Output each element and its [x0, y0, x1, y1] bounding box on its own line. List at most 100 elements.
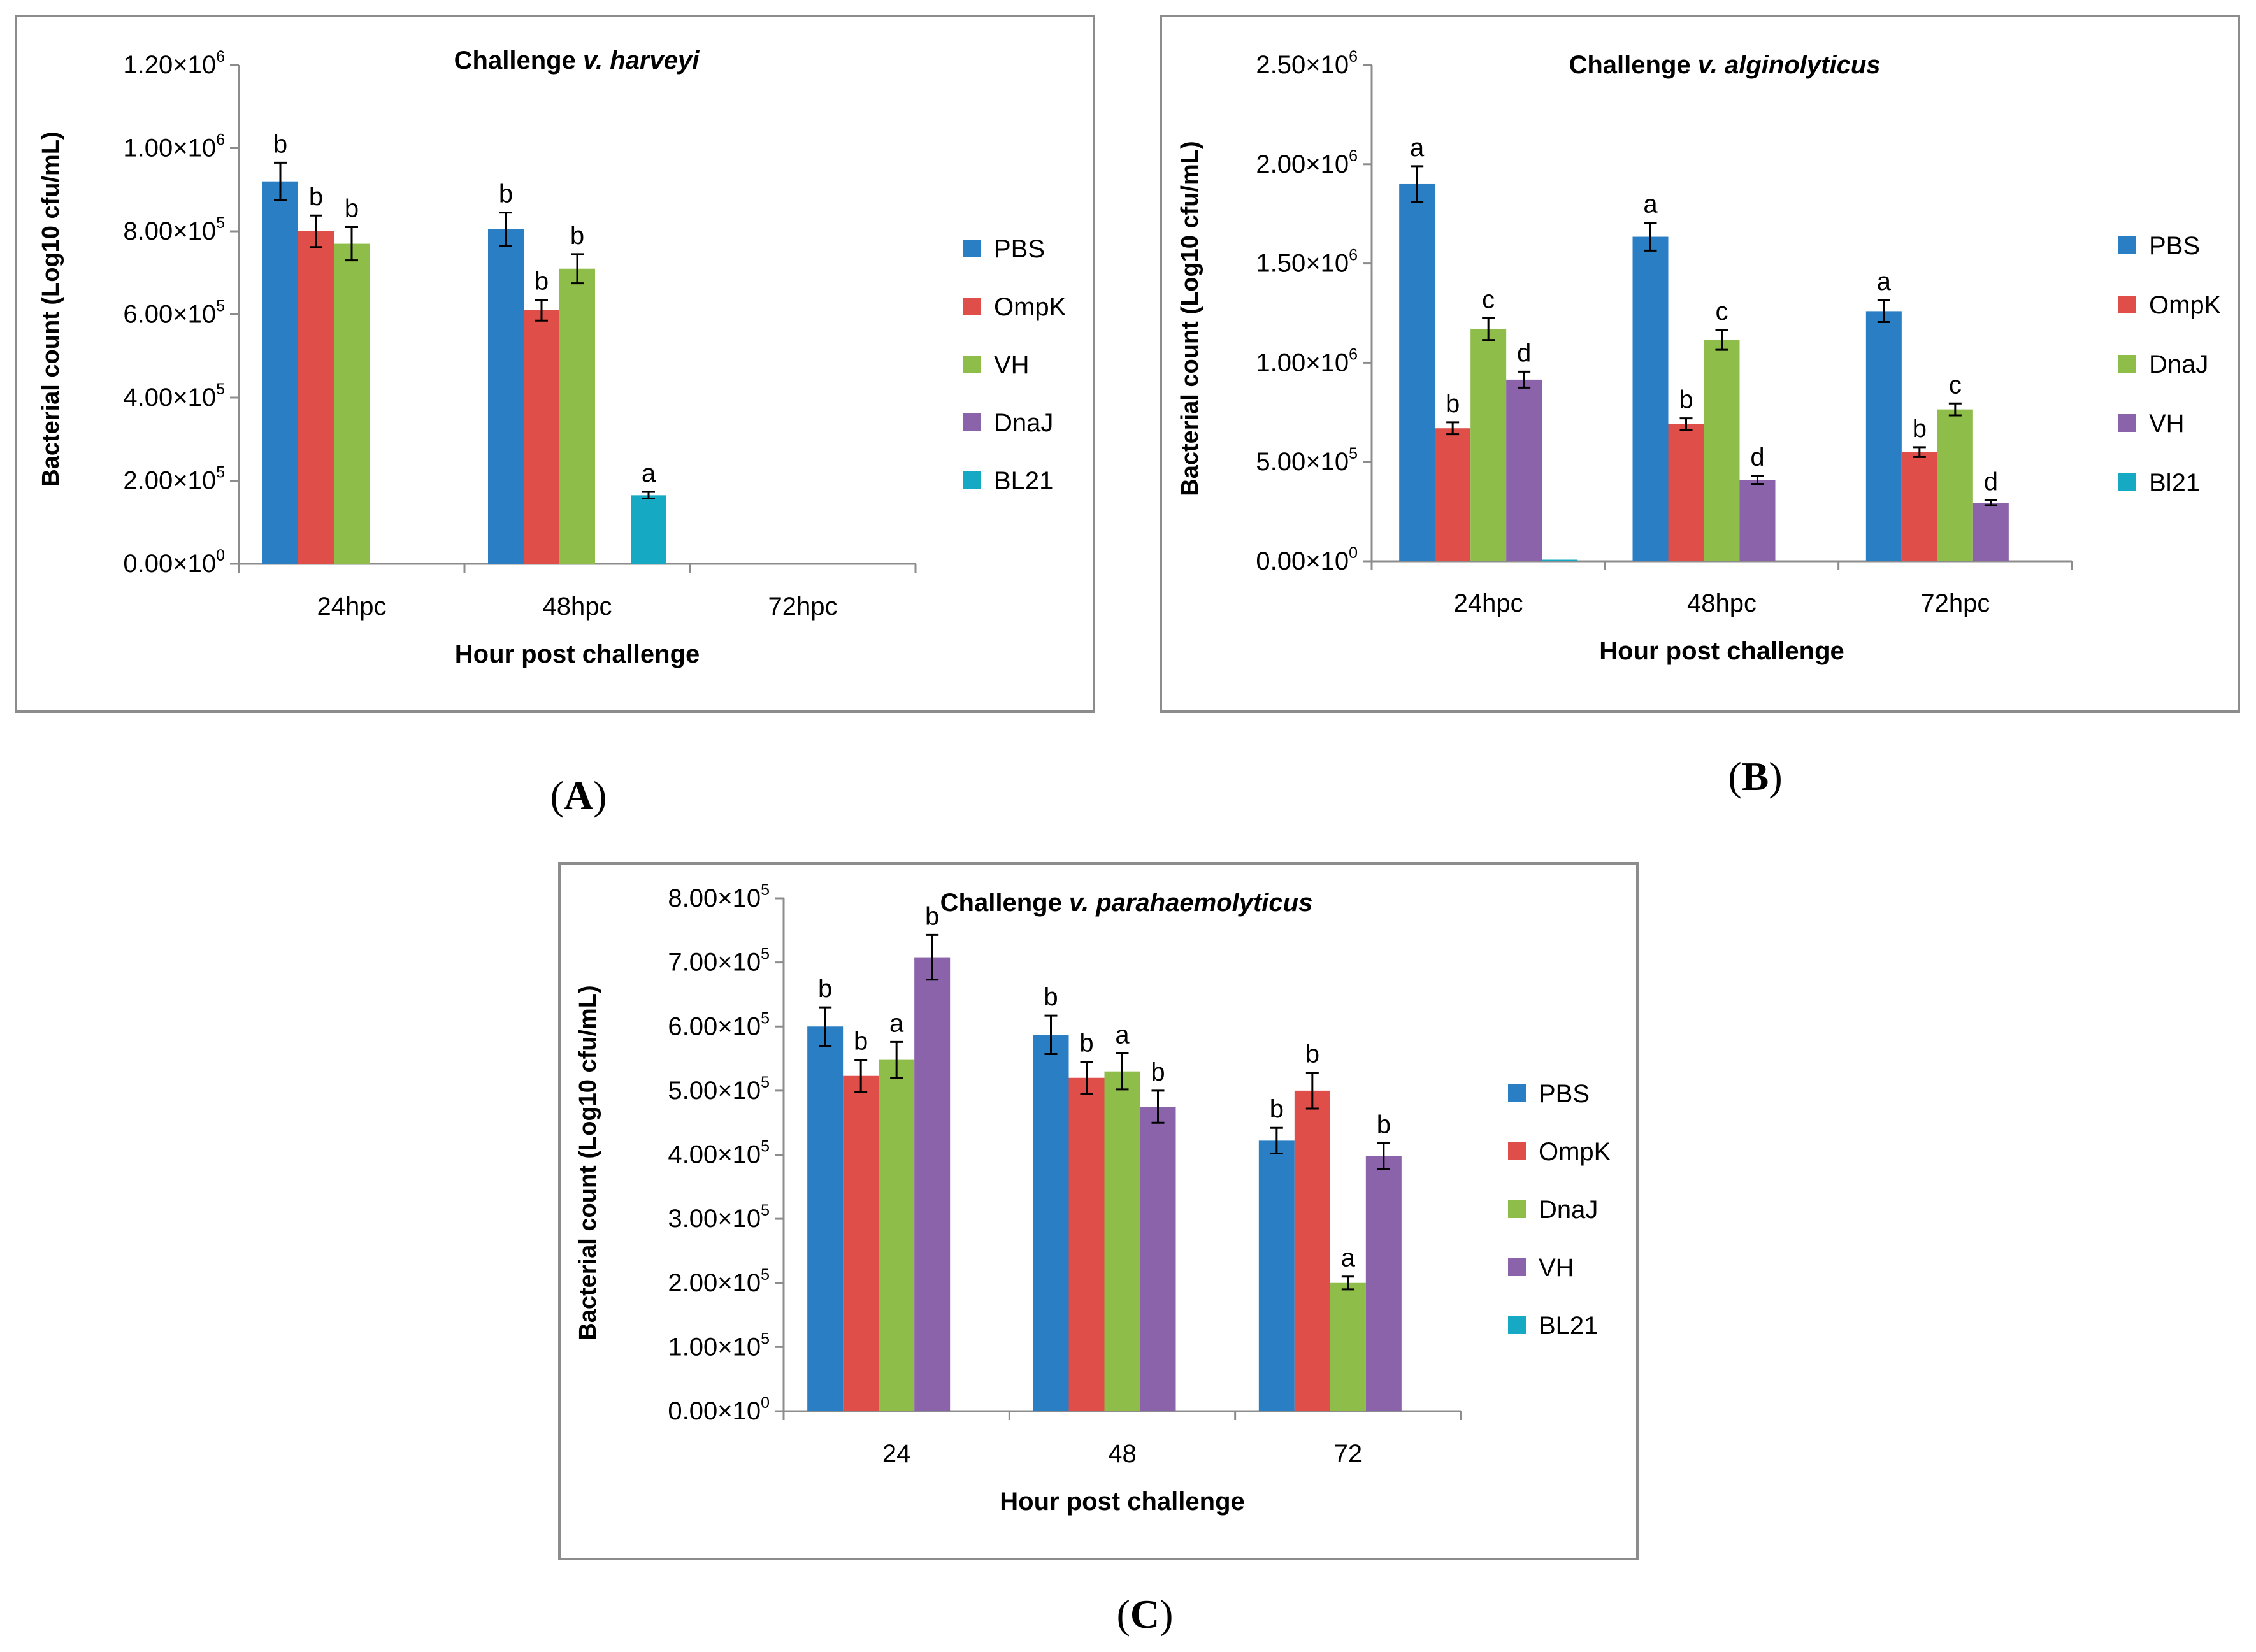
panel-c-bar-ompk-72 — [1294, 1090, 1330, 1411]
panel-a-ytick-label: 1.00×106 — [123, 131, 225, 162]
panel-c-ytick-exponent: 5 — [761, 945, 770, 963]
panel-c-legend-swatch-dnaj — [1508, 1200, 1526, 1218]
panel-c-ytick-mantissa: 8.00×10 — [668, 884, 761, 912]
panel-b-ytick-label: 2.00×106 — [1256, 147, 1358, 178]
panel-c-significance-label: b — [1305, 1040, 1319, 1068]
panel-a-bar-pbs-48hpc — [488, 229, 524, 564]
panel-a-legend-label-bl21: BL21 — [994, 467, 1053, 495]
panel-a-legend-label-vh: VH — [994, 351, 1030, 379]
panel-c-ytick-mantissa: 5.00×10 — [668, 1077, 761, 1105]
panel-b-ylabel: Bacterial count (Log10 cfu/mL) — [1177, 141, 1203, 496]
panel-a-ytick-label: 4.00×105 — [123, 380, 225, 412]
panel-c-ytick-mantissa: 2.00×10 — [668, 1269, 761, 1297]
panel-a-legend-label-pbs: PBS — [994, 235, 1045, 263]
panel-c-bar-vh-24 — [914, 957, 951, 1411]
panel-c-legend-swatch-vh — [1508, 1258, 1526, 1276]
panel-b-significance-label: b — [1913, 415, 1927, 443]
panel-c-legend-label-ompk: OmpK — [1539, 1138, 1611, 1166]
panel-b-bar-ompk-24hpc — [1435, 428, 1471, 561]
panel-b-frame — [1160, 15, 2240, 713]
panel-a-ytick-label: 1.20×106 — [123, 48, 225, 79]
panel-c-legend-label-vh: VH — [1539, 1254, 1574, 1282]
panel-a-ytick-label: 0.00×100 — [123, 547, 225, 578]
panel-c-title-prefix: Challenge — [940, 889, 1069, 917]
panel-a-xlabel: Hour post challenge — [455, 640, 700, 668]
panel-b-legend-label-ompk: OmpK — [2149, 291, 2222, 319]
panel-c-ytick-label: 1.00×105 — [668, 1330, 770, 1361]
panel-c-bar-pbs-24 — [807, 1026, 844, 1411]
panel-b-ytick-exponent: 6 — [1349, 345, 1358, 363]
panel-a-ylabel: Bacterial count (Log10 cfu/mL) — [38, 131, 64, 486]
panel-b-xtick-label: 24hpc — [1454, 589, 1523, 617]
panel-b-significance-label: b — [1446, 390, 1460, 418]
panel-b-ytick-exponent: 0 — [1349, 544, 1358, 562]
panel-b-bar-dnaj-72hpc — [1937, 409, 1973, 561]
panel-a-ytick-exponent: 5 — [216, 380, 225, 398]
panel-a-significance-label: b — [309, 183, 323, 211]
panel-b-significance-label: c — [1949, 371, 1962, 399]
panel-c-ytick-label: 2.00×105 — [668, 1266, 770, 1297]
panel-a-ytick-mantissa: 1.20×10 — [123, 51, 216, 79]
panel-c-legend-label-bl21: BL21 — [1539, 1312, 1598, 1340]
panel-a-ytick-mantissa: 2.00×10 — [123, 467, 216, 495]
panel-a-significance-label: b — [570, 222, 584, 250]
panel-c-ytick-mantissa: 6.00×10 — [668, 1012, 761, 1040]
panel-a-legend-label-ompk: OmpK — [994, 293, 1067, 321]
panel-c-xtick-label: 48 — [1108, 1440, 1137, 1468]
caption-a-letter: A — [564, 773, 593, 818]
panel-c-ytick-exponent: 5 — [761, 1009, 770, 1027]
panel-a-ytick-mantissa: 8.00×10 — [123, 217, 216, 245]
panel-b-legend-label-pbs: PBS — [2149, 232, 2200, 260]
panel-c-ytick-mantissa: 3.00×10 — [668, 1205, 761, 1233]
panel-c-significance-label: b — [1151, 1058, 1165, 1086]
panel-b-ytick-label: 2.50×106 — [1256, 48, 1358, 79]
panel-c-bar-pbs-48 — [1033, 1035, 1069, 1411]
panel-b-significance-label: d — [1517, 339, 1531, 367]
panel-b-bar-ompk-48hpc — [1668, 424, 1704, 561]
panel-c-legend-label-dnaj: DnaJ — [1539, 1196, 1598, 1224]
panel-b-significance-label: a — [1643, 190, 1658, 219]
panel-b-significance-label: d — [1750, 443, 1764, 471]
panel-b-xlabel: Hour post challenge — [1599, 637, 1844, 665]
panel-b-ytick-label: 1.50×106 — [1256, 247, 1358, 278]
panel-c-ytick-label: 3.00×105 — [668, 1202, 770, 1233]
caption-c-letter: C — [1130, 1591, 1160, 1637]
panel-c-ytick-label: 0.00×100 — [668, 1394, 770, 1425]
panel-a-bar-pbs-24hpc — [262, 181, 298, 564]
panel-b-significance-label: c — [1482, 285, 1495, 313]
panel-b-legend-swatch-vh — [2118, 414, 2136, 432]
panel-b-title-species: v. alginolyticus — [1698, 51, 1881, 79]
caption-b-letter: B — [1742, 754, 1769, 799]
panel-a-xtick-label: 72hpc — [768, 593, 838, 621]
panel-b-ytick-exponent: 5 — [1349, 445, 1358, 463]
panel-b-legend-label-bl21: Bl21 — [2149, 469, 2200, 497]
panel-b-legend-swatch-dnaj — [2118, 355, 2136, 373]
panel-a-legend-swatch-bl21 — [963, 471, 981, 489]
panel-c-xlabel: Hour post challenge — [1000, 1488, 1245, 1516]
panel-c: Challenge v. parahaemolyticus Bacterial c… — [558, 862, 1639, 1560]
panel-b-ytick-label: 1.00×106 — [1256, 345, 1358, 377]
panel-b-legend-swatch-ompk — [2118, 296, 2136, 313]
panel-c-bar-dnaj-72 — [1330, 1282, 1366, 1411]
panel-c-bar-dnaj-48 — [1104, 1071, 1140, 1411]
panel-a-xtick-label: 48hpc — [543, 593, 612, 621]
panel-b-ytick-mantissa: 2.00×10 — [1256, 150, 1349, 178]
panel-a: Challenge v. harveyi Bacterial count (Log… — [15, 15, 1095, 713]
panel-a-ytick-label: 2.00×105 — [123, 464, 225, 495]
panel-a-bar-ompk-24hpc — [298, 231, 334, 564]
panel-c-significance-label: a — [889, 1009, 904, 1037]
panel-a-ytick-exponent: 0 — [216, 547, 225, 564]
panel-c-significance-label: b — [1270, 1095, 1284, 1123]
panel-c-legend-swatch-pbs — [1508, 1084, 1526, 1102]
panel-b-ytick-label: 0.00×100 — [1256, 544, 1358, 575]
panel-a-title: Challenge v. harveyi — [454, 47, 700, 75]
panel-c-ytick-exponent: 5 — [761, 881, 770, 899]
panel-c-xtick-label: 24 — [882, 1440, 911, 1468]
panel-c-ytick-exponent: 5 — [761, 1266, 770, 1284]
panel-c-ylabel: Bacterial count (Log10 cfu/mL) — [575, 985, 601, 1340]
panel-c-significance-label: b — [818, 975, 832, 1003]
panel-c-bar-vh-48 — [1140, 1107, 1176, 1411]
panel-b-bar-dnaj-48hpc — [1704, 340, 1740, 561]
panel-a-ytick-label: 6.00×105 — [123, 298, 225, 329]
